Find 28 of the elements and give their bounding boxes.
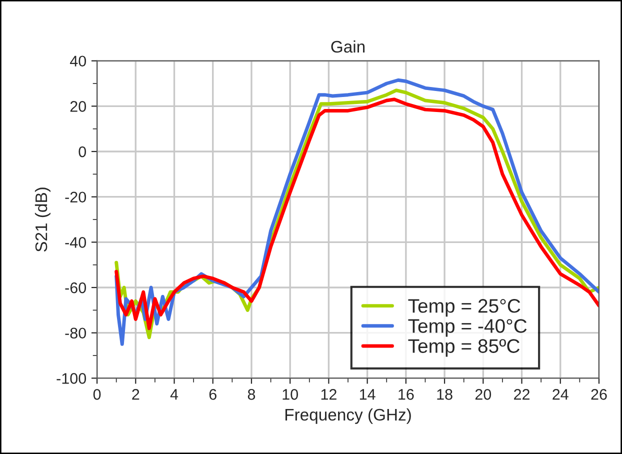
x-tick-label: 14 — [360, 389, 376, 400]
y-axis-title: S21 (dB) — [34, 188, 50, 252]
x-tick-label: 4 — [170, 389, 178, 400]
y-tick-label: -100 — [56, 373, 86, 384]
x-tick-label: 12 — [321, 389, 336, 400]
x-tick-label: 2 — [132, 389, 140, 400]
x-tick-label: 10 — [282, 389, 298, 400]
legend-label: Temp = 85ºC — [408, 339, 520, 357]
x-tick-label: 26 — [591, 389, 607, 400]
legend-label: Temp = 25°C — [408, 299, 520, 317]
x-tick-label: 6 — [209, 389, 216, 400]
x-tick-label: 20 — [475, 389, 492, 400]
x-tick-label: 18 — [437, 389, 452, 400]
x-tick-label: 22 — [514, 389, 530, 400]
x-axis-title: Frequency (GHz) — [285, 408, 411, 424]
y-tick-label: -40 — [65, 237, 86, 248]
y-tick-label: 40 — [70, 56, 86, 67]
chart-title: Gain — [331, 40, 365, 53]
y-tick-label: 20 — [70, 101, 86, 112]
x-tick-label: 16 — [398, 389, 414, 400]
x-tick-label: 8 — [248, 389, 256, 400]
y-tick-label: -60 — [65, 282, 86, 294]
x-tick-label: 0 — [93, 389, 101, 400]
legend-label: Temp = -40°C — [408, 319, 527, 337]
y-tick-label: 0 — [78, 146, 86, 158]
y-tick-label: -20 — [65, 192, 86, 203]
y-tick-label: -80 — [65, 328, 86, 339]
x-tick-label: 24 — [552, 389, 568, 400]
